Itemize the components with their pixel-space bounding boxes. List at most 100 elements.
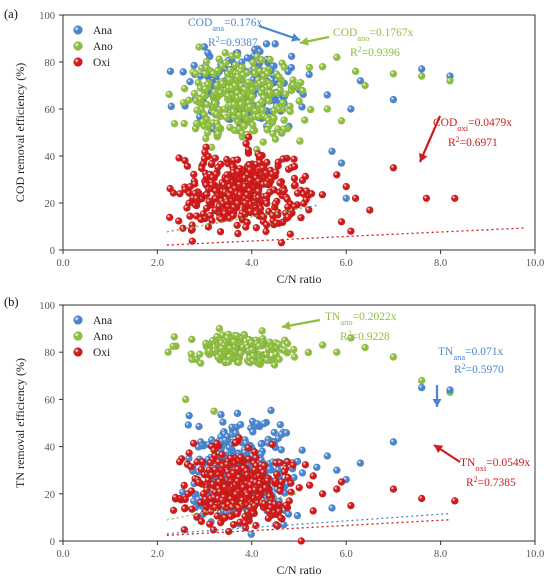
data-point (290, 155, 298, 163)
data-point (263, 126, 272, 134)
legend-label-ano: Ano (93, 331, 113, 343)
data-point (197, 215, 205, 224)
data-point (264, 116, 273, 124)
data-point (167, 102, 176, 111)
legend-label-ano: Ano (93, 41, 113, 53)
data-point (259, 164, 267, 172)
data-point (265, 507, 273, 516)
equation-text: CODana=0.176x (188, 17, 262, 33)
data-point (262, 227, 270, 236)
data-point (180, 481, 188, 490)
series-ano (165, 43, 454, 154)
data-point (250, 501, 259, 510)
data-point (166, 184, 174, 193)
data-point (280, 186, 289, 195)
r2-symbol: R (466, 477, 474, 489)
data-point (297, 213, 305, 222)
chart-panel-b: 0.0 2.0 4.0 6.0 8.0 10.0 0 20 40 60 80 100 C/N ratio… (4, 295, 544, 577)
r2-value: =0.7385 (478, 477, 516, 489)
data-point (262, 40, 271, 48)
legend-marker-oxi (73, 347, 83, 357)
data-point (212, 110, 221, 119)
data-point (169, 342, 177, 351)
data-point (211, 187, 220, 195)
data-point (243, 54, 252, 62)
data-point (282, 429, 291, 437)
equation-oxi: TNoxi=0.0549x R2=0.7385 (433, 444, 530, 490)
y-tick-label: 40 (45, 443, 56, 454)
data-point (211, 99, 219, 108)
data-point (270, 106, 279, 115)
data-point (389, 95, 398, 104)
equation-oxi: CODoxi=0.0479x R2=0.6971 (418, 115, 512, 163)
fit-line-ano (166, 206, 309, 233)
r2-value: =0.5970 (466, 364, 504, 376)
data-point (246, 103, 254, 111)
eq-subscript: ana (212, 23, 224, 33)
data-point (264, 97, 273, 105)
data-point (165, 213, 174, 222)
data-point (244, 443, 253, 452)
data-point (347, 227, 355, 235)
data-point (169, 506, 178, 515)
data-point (202, 64, 211, 72)
data-point (289, 81, 298, 89)
r2-exponent: 2 (456, 135, 460, 144)
data-point (328, 147, 336, 156)
eq-value: =0.176x (224, 17, 262, 29)
data-point (225, 75, 234, 84)
data-point (287, 52, 296, 61)
data-point (280, 467, 289, 476)
data-point (223, 460, 231, 469)
data-point (290, 174, 299, 183)
data-point (211, 451, 219, 460)
data-point (318, 341, 327, 349)
data-point (266, 55, 274, 64)
data-point (192, 119, 201, 128)
r2-symbol: R (448, 137, 456, 149)
r2-exponent: 2 (462, 362, 466, 371)
data-point (176, 189, 184, 198)
data-point (323, 452, 332, 460)
data-point (266, 88, 274, 97)
data-point (337, 159, 346, 167)
data-point (259, 468, 268, 477)
arrow-shaft (418, 115, 442, 163)
data-point (318, 190, 327, 199)
data-point (304, 348, 313, 357)
data-point (323, 105, 332, 113)
x-tick-label: 6.0 (340, 258, 353, 269)
legend-marker-ana (73, 315, 83, 325)
data-point (274, 340, 283, 349)
data-point (203, 128, 212, 137)
data-point (197, 164, 206, 173)
data-point (283, 195, 292, 204)
data-point (208, 173, 217, 182)
data-point (262, 192, 271, 200)
data-point (285, 497, 294, 505)
data-point (233, 51, 242, 60)
data-point (271, 199, 280, 208)
data-point (194, 478, 203, 487)
r-squared-text: R2=0.7385 (466, 475, 516, 490)
data-point (268, 440, 277, 449)
data-point (218, 450, 226, 459)
plot-frame (62, 304, 536, 542)
data-point (272, 219, 281, 227)
data-point (257, 440, 266, 448)
data-point (298, 469, 307, 477)
data-point (217, 344, 226, 353)
chart-panel-a: 0.0 2.0 4.0 6.0 8.0 10.0 0 20 40 60 80 100 C/N ratio… (4, 7, 544, 286)
data-point (224, 92, 232, 100)
eq-value: =0.2022x (353, 311, 397, 323)
data-point (318, 62, 327, 71)
data-point (227, 187, 236, 195)
data-point (302, 187, 311, 195)
y-tick-label: 0 (50, 537, 55, 548)
data-point (284, 473, 292, 482)
data-point (265, 338, 274, 347)
data-point (232, 331, 241, 340)
data-point (248, 92, 256, 101)
data-point (280, 116, 288, 124)
data-point (183, 162, 192, 170)
